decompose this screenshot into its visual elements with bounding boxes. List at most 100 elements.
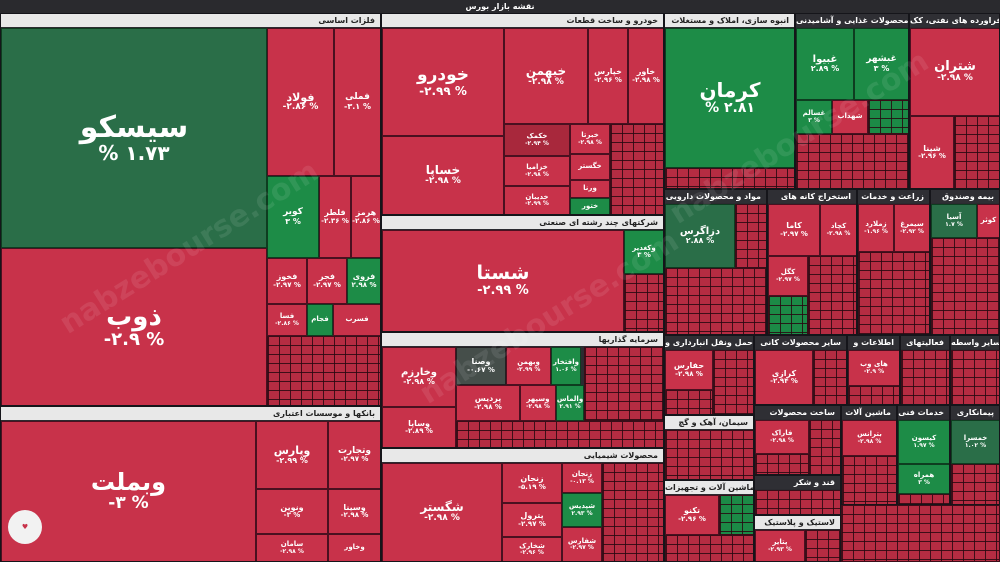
tile-ghbeshar[interactable]: غبشهر ۳ % (854, 28, 908, 100)
tile-shatran[interactable]: شتران -۲.۹۸ % (910, 28, 999, 116)
tile-ghsalar[interactable]: غسالم ۳ % (796, 100, 832, 134)
tile-vsna[interactable]: وصنا -۰.۶۷ % (456, 347, 506, 385)
tile-kerman[interactable]: کرمان % ۲.۸۱ (665, 28, 794, 168)
tile-khbahman[interactable]: خبهمن -۲.۹۸ % (504, 28, 588, 124)
tile-fjar[interactable]: فجر -۲.۹۷ % (307, 258, 347, 304)
tile-fjam[interactable]: فجام (307, 304, 333, 336)
tile-vsina[interactable]: وسینا -۲.۹۸ % (328, 489, 380, 534)
tile-shasta[interactable]: شستا -۲.۹۹ % (382, 230, 624, 331)
tile-vnovin[interactable]: ونوین -۳ % (256, 489, 328, 534)
tile-ptakhsh[interactable]: پتایر -۲.۹۳ % (755, 530, 805, 561)
tile-shkhark[interactable]: شخارک -۲.۹۶ % (502, 537, 562, 561)
tile-simorgh[interactable]: سیمرغ -۲.۹۲ % (894, 204, 929, 252)
food-small-tiles[interactable] (796, 134, 908, 188)
tile-vamin[interactable]: والماس ۲.۹۱ % (556, 385, 584, 421)
tile-fsarb[interactable]: فسرب (333, 304, 380, 336)
tile-kgol[interactable]: کگل -۲.۹۷ % (768, 256, 808, 296)
food-small-tiles-2[interactable] (868, 100, 908, 134)
rubber-small-tiles[interactable] (805, 530, 840, 561)
cement-small-tiles[interactable] (665, 168, 794, 188)
tile-fameli[interactable]: فملی -۳.۱ % (334, 28, 380, 176)
tile-khgostar[interactable]: خگستر (570, 154, 610, 180)
tile-shpadis[interactable]: شپدیس ۲.۹۳ % (562, 493, 602, 527)
tile-zmalard[interactable]: زملارد -۱.۹۶ % (858, 204, 894, 252)
activity-small-tiles[interactable] (901, 350, 949, 404)
nonmetal-small-tiles[interactable] (813, 350, 846, 404)
tile-kama[interactable]: کاما -۲.۹۷ % (768, 204, 820, 256)
tile-khbarat[interactable]: خبرتا -۲.۹۸ % (570, 124, 610, 154)
otherprod-small-tiles-2[interactable] (755, 454, 809, 474)
tile-vpardis[interactable]: پردیس -۲.۹۸ % (456, 385, 520, 421)
tile-khamrada[interactable]: خمسرا ۱.۰۲ % (951, 420, 999, 464)
otherprod-small-tiles[interactable] (809, 420, 840, 474)
tile-zanjan2[interactable]: زنجان -۰.۱۳ % (562, 463, 602, 493)
tile-hamrah[interactable]: همراه ۳ % (898, 464, 949, 494)
tile-vbahman[interactable]: وبهمن -۲.۹۹ % (506, 347, 551, 385)
tile-kowsar[interactable]: کوثر (977, 204, 999, 238)
machinery-small-tiles[interactable] (842, 456, 896, 504)
tile-farak[interactable]: فاراک -۲.۹۸ % (755, 420, 809, 454)
tile-zob[interactable]: ذوب -۲.۹ % (1, 248, 267, 405)
tile-vsepah[interactable]: وسپهر -۲.۹۸ % (520, 385, 556, 421)
bottom-right-small-tiles[interactable] (841, 505, 1000, 562)
sugar-small-tiles[interactable] (755, 490, 840, 514)
transport-small-tiles-2[interactable] (665, 390, 713, 414)
tile-asia[interactable]: آسیا ۱.۷ % (931, 204, 977, 238)
tile-shfars[interactable]: شفارس -۲.۹۷ % (562, 527, 602, 561)
tile-ghibva[interactable]: غبیوا ۲.۸۹ % (796, 28, 854, 100)
tile-fkhoz[interactable]: فخوز -۲.۹۷ % (267, 258, 307, 304)
tile-saman[interactable]: سامان -۲.۹۸ % (256, 534, 328, 561)
tile-khavar[interactable]: خاور -۲.۹۸ % (628, 28, 663, 124)
tile-vpars[interactable]: وپارس -۲.۹۹ % (256, 421, 328, 489)
tile-kharazm[interactable]: وخارزم -۲.۹۸ % (382, 347, 456, 407)
tile-vtejarat[interactable]: وتجارت -۲.۹۷ % (328, 421, 380, 489)
tile-khodro[interactable]: خودرو -۲.۹۹ % (382, 28, 504, 136)
otherfin-small-tiles[interactable] (951, 350, 999, 404)
tile-dzagros[interactable]: دزاگرس ۲.۸۸ % (665, 204, 735, 268)
tile-khodiban[interactable]: خدیبان -۲.۹۹ % (504, 186, 570, 214)
tile-petrol[interactable]: پترول -۲.۹۷ % (502, 503, 562, 537)
tile-foolad[interactable]: فولاد -۲.۸۶ % (267, 28, 334, 176)
tile-khepars[interactable]: خپارس -۲.۹۶ % (588, 28, 628, 124)
tile-vkhavar[interactable]: وخاور (328, 534, 380, 561)
tile-btrans[interactable]: بترانس -۲.۹۸ % (842, 420, 896, 456)
pharma-small-tiles-2[interactable] (665, 268, 766, 334)
electric-small-tiles-2[interactable] (665, 535, 753, 561)
tile-gostar[interactable]: شگستر -۲.۹۸ % (382, 463, 502, 561)
techservice-small-tiles[interactable] (898, 494, 949, 504)
tile-felazar[interactable]: فلطر -۲.۳۶ % (319, 176, 351, 258)
mining-small-tiles-2[interactable] (768, 296, 808, 334)
tile-vaftkhar[interactable]: وافتخار ۱.۰۶ % (551, 347, 581, 385)
electric-small-tiles[interactable] (719, 495, 753, 535)
tile-hafars[interactable]: حفارس -۲.۹۸ % (665, 350, 713, 390)
refine-small-tiles[interactable] (954, 116, 999, 188)
tile-fsa[interactable]: فسا -۲.۸۶ % (267, 304, 307, 336)
tile-vsapa[interactable]: وساپا -۲.۸۹ % (382, 407, 456, 447)
agri-small-tiles[interactable] (858, 252, 929, 334)
cementlime-small-tiles[interactable] (665, 430, 753, 479)
metals-small-tiles[interactable] (267, 336, 380, 405)
contract-small-tiles[interactable] (951, 464, 999, 504)
tile-khtoor[interactable]: ختور (570, 198, 610, 214)
tile-hormoz[interactable]: هرمز -۲.۸۶ % (351, 176, 380, 258)
tile-sisko[interactable]: سیسکو % ۱.۷۳ (1, 28, 267, 248)
tile-shpna[interactable]: شپنا -۲.۹۶ % (910, 116, 954, 188)
tile-tkanaz[interactable]: تکنو -۲.۹۶ % (665, 495, 719, 535)
multi-small-tiles[interactable] (624, 274, 663, 331)
tile-khsapa[interactable]: خساپا -۲.۹۸ % (382, 136, 504, 214)
auto-small-tiles[interactable] (610, 124, 663, 214)
info-small-tiles[interactable] (848, 386, 899, 404)
transport-small-tiles[interactable] (713, 350, 753, 414)
tile-kchad[interactable]: کچاد -۲.۹۸ % (820, 204, 856, 256)
tile-vebmelat[interactable]: وبملت -۳ % (1, 421, 256, 561)
mining-small-tiles[interactable] (808, 256, 856, 334)
tile-vghadir[interactable]: وکغدیر ۳ % (624, 230, 663, 274)
invest-small-tiles-2[interactable] (584, 347, 663, 421)
chem-small-tiles[interactable] (602, 463, 663, 561)
insurance-small-tiles[interactable] (931, 238, 999, 334)
tile-kerazi[interactable]: کرازی -۲.۹۴ % (755, 350, 813, 404)
tile-khkamak[interactable]: خکمک -۲.۹۴ % (504, 124, 570, 156)
tile-zanjan[interactable]: زنجان -۵.۱۹ % (502, 463, 562, 503)
invest-small-tiles[interactable] (456, 421, 663, 447)
tile-hiweb[interactable]: های وب -۲.۹ % (848, 350, 899, 386)
